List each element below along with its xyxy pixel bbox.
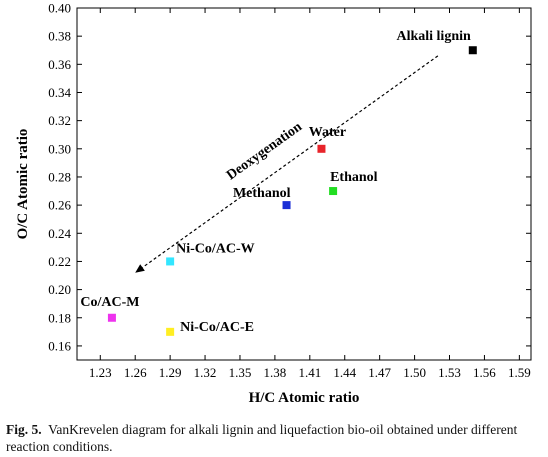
- point-water: [317, 145, 325, 153]
- x-tick-label: 1.59: [508, 365, 531, 380]
- y-tick-label: 0.18: [48, 310, 71, 325]
- point-ni-co-ac-e: [166, 328, 174, 336]
- x-tick-label: 1.35: [229, 365, 252, 380]
- x-tick-label: 1.47: [368, 365, 391, 380]
- x-axis-ticks: 1.23 1.26 1.29 1.32 1.35 1.38 1.41 1.44 1.47 1.50…: [89, 8, 531, 380]
- y-tick-label: 0.38: [48, 29, 71, 44]
- label-methanol: Methanol: [233, 186, 291, 201]
- x-tick-label: 1.32: [194, 365, 217, 380]
- y-tick-label: 0.16: [48, 338, 71, 353]
- x-tick-label: 1.26: [124, 365, 147, 380]
- y-tick-label: 0.36: [48, 57, 71, 72]
- data-points: Alkali lignin Water Ethanol Methanol Ni-Co/A…: [80, 29, 476, 336]
- label-ethanol: Ethanol: [330, 170, 378, 185]
- y-tick-label: 0.20: [48, 282, 71, 297]
- deoxygenation-arrow: Deoxygenation: [135, 56, 438, 273]
- caption-label: Fig. 5.: [6, 422, 42, 437]
- x-tick-label: 1.53: [438, 365, 461, 380]
- label-co-ac-m: Co/AC-M: [80, 295, 139, 310]
- y-tick-label: 0.34: [48, 85, 71, 100]
- y-axis-label: O/C Atomic ratio: [15, 129, 31, 240]
- y-tick-label: 0.24: [48, 226, 71, 241]
- x-tick-label: 1.29: [159, 365, 182, 380]
- van-krevelen-chart: 0.16 0.18 0.20 0.22 0.24 0.26 0.28 0.30 0.32 0.34…: [0, 0, 548, 410]
- x-tick-label: 1.38: [264, 365, 287, 380]
- caption-text: VanKrevelen diagram for alkali lignin an…: [6, 422, 517, 454]
- y-tick-label: 0.40: [48, 1, 71, 16]
- point-ni-co-ac-w: [166, 257, 174, 265]
- plot-area: [77, 8, 531, 360]
- point-co-ac-m: [108, 314, 116, 322]
- x-tick-label: 1.41: [298, 365, 321, 380]
- x-axis-label: H/C Atomic ratio: [249, 390, 360, 406]
- y-tick-label: 0.30: [48, 141, 71, 156]
- arrow-line: [143, 56, 438, 268]
- point-ethanol: [329, 187, 337, 195]
- label-ni-co-ac-e: Ni-Co/AC-E: [180, 320, 254, 335]
- y-tick-label: 0.28: [48, 169, 71, 184]
- x-tick-label: 1.50: [403, 365, 426, 380]
- figure-caption: Fig. 5. VanKrevelen diagram for alkali l…: [6, 421, 542, 455]
- x-tick-label: 1.56: [473, 365, 496, 380]
- label-ni-co-ac-w: Ni-Co/AC-W: [176, 241, 255, 256]
- x-tick-label: 1.23: [89, 365, 112, 380]
- x-tick-label: 1.44: [333, 365, 356, 380]
- label-water: Water: [309, 125, 346, 140]
- y-tick-label: 0.32: [48, 113, 71, 128]
- label-alkali-lignin: Alkali lignin: [396, 29, 471, 44]
- y-tick-label: 0.26: [48, 198, 71, 213]
- point-alkali-lignin: [469, 46, 477, 54]
- point-methanol: [283, 201, 291, 209]
- deoxygenation-label: Deoxygenation: [224, 119, 305, 183]
- y-tick-label: 0.22: [48, 254, 71, 269]
- arrow-head: [135, 264, 145, 272]
